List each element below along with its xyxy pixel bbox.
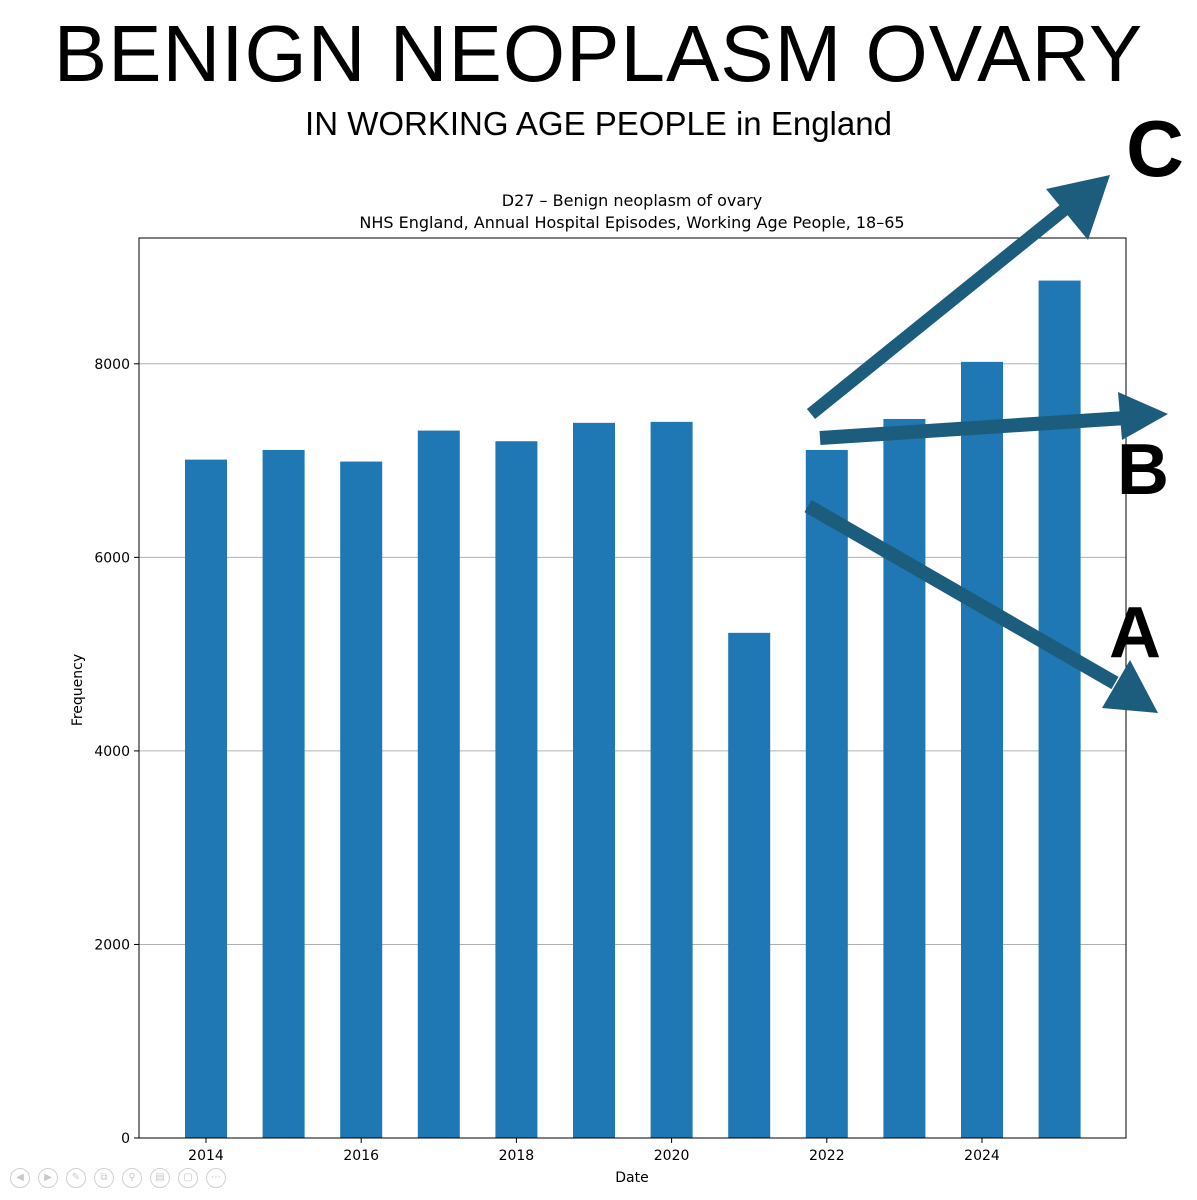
- bar-2015: [262, 449, 305, 1138]
- more-icon[interactable]: ⋯: [206, 1168, 226, 1188]
- y-axis-ticks: 0 2000 4000 6000 8000: [94, 357, 139, 1147]
- y-tick-label: 8000: [94, 357, 130, 373]
- bar-2014: [185, 459, 227, 1138]
- annotation-label-b: B: [1117, 430, 1169, 510]
- x-tick-label: 2018: [499, 1148, 535, 1164]
- bars: [185, 280, 1081, 1138]
- x-tick-label: 2020: [654, 1148, 690, 1164]
- subtitles-icon[interactable]: ▤: [150, 1168, 170, 1188]
- x-tick-label: 2022: [809, 1148, 845, 1164]
- arrow-a: [804, 499, 1158, 713]
- bar-2017: [417, 430, 460, 1138]
- camera-off-icon[interactable]: ▢: [178, 1168, 198, 1188]
- x-axis-ticks: 2014 2016 2018 2020 2022 2024: [188, 1138, 1000, 1164]
- bar-2023: [883, 418, 926, 1138]
- x-tick-label: 2014: [188, 1148, 224, 1164]
- bar-2018: [495, 441, 538, 1138]
- y-tick-label: 2000: [94, 937, 130, 953]
- bar-2020: [650, 421, 693, 1138]
- x-tick-label: 2016: [343, 1148, 379, 1164]
- presentation-toolbar: ◀ ▶ ✎ ⧉ ⚲ ▤ ▢ ⋯: [10, 1168, 226, 1192]
- y-tick-label: 0: [121, 1131, 130, 1147]
- annotation-label-c: C: [1126, 104, 1184, 193]
- bar-2021: [728, 632, 771, 1138]
- arrow-b: [819, 392, 1168, 445]
- zoom-icon[interactable]: ⚲: [122, 1168, 142, 1188]
- next-icon[interactable]: ▶: [38, 1168, 58, 1188]
- bar-2025: [1038, 280, 1081, 1138]
- chart-subtitle: NHS England, Annual Hospital Episodes, W…: [359, 213, 904, 232]
- page-subtitle: IN WORKING AGE PEOPLE in England: [305, 105, 892, 142]
- y-tick-label: 6000: [94, 550, 130, 566]
- pen-icon[interactable]: ✎: [66, 1168, 86, 1188]
- x-axis-label: Date: [615, 1170, 648, 1186]
- y-tick-label: 4000: [94, 744, 130, 760]
- arrow-c: [806, 175, 1110, 420]
- chart-title: D27 – Benign neoplasm of ovary: [502, 191, 762, 210]
- bar-2019: [573, 422, 615, 1138]
- x-tick-label: 2024: [964, 1148, 1000, 1164]
- annotation-label-a: A: [1109, 593, 1161, 673]
- copy-icon[interactable]: ⧉: [94, 1168, 114, 1188]
- bar-2022: [805, 449, 848, 1138]
- bar-2024: [961, 361, 1003, 1138]
- previous-icon[interactable]: ◀: [10, 1168, 30, 1188]
- y-axis-label: Frequency: [70, 654, 86, 726]
- page-title: BENIGN NEOPLASM OVARY: [53, 9, 1144, 98]
- bar-2016: [340, 461, 383, 1138]
